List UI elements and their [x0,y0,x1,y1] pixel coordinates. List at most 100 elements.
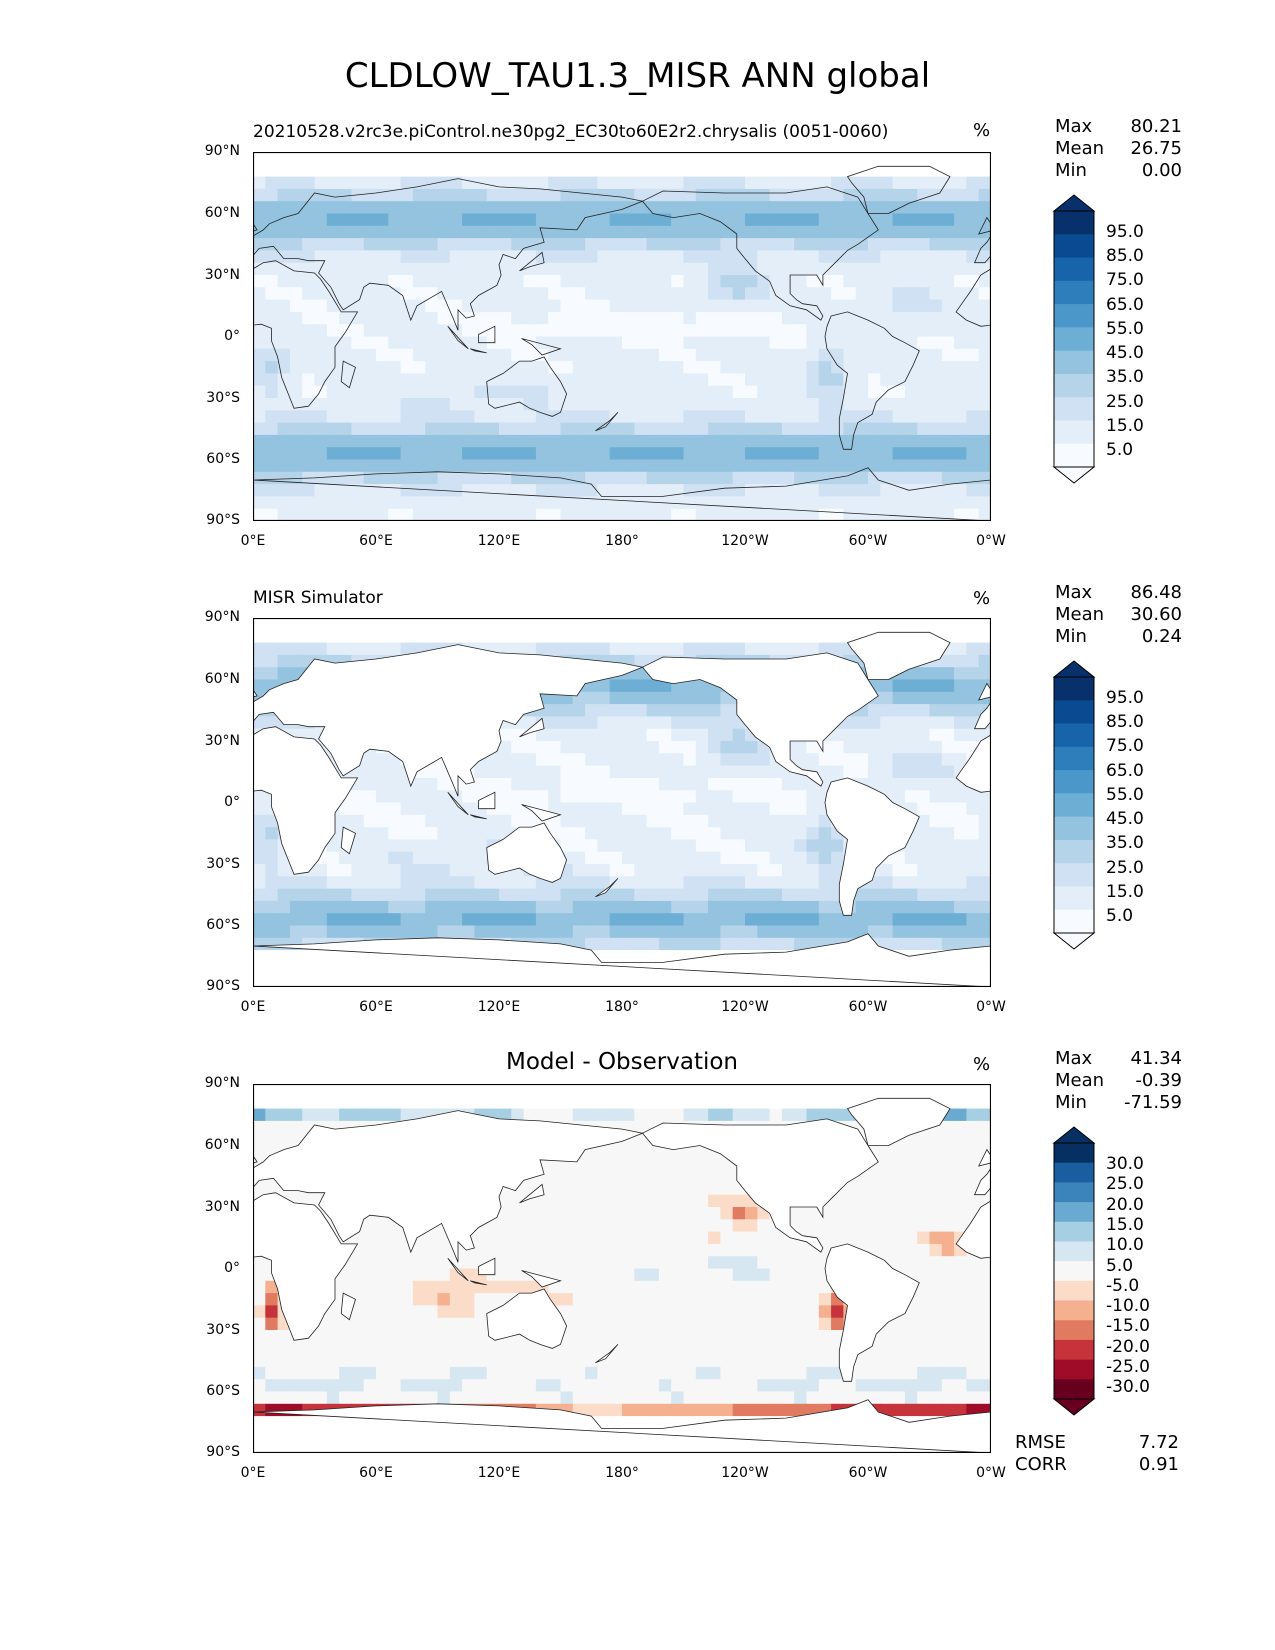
heatmap-cell [499,434,512,448]
heatmap-cell [634,679,648,693]
heatmap-cell [499,618,512,631]
heatmap-cell [277,447,291,461]
heatmap-cell [683,900,697,914]
heatmap-cell [880,1194,894,1208]
heatmap-cell [388,1293,402,1306]
heatmap-cell [954,753,967,767]
heatmap-cell [868,434,881,448]
heatmap-cell [548,716,562,730]
heatmap-cell [499,213,512,227]
heatmap-cell [302,311,316,325]
heatmap-cell [511,974,525,987]
heatmap-cell [708,753,721,767]
heatmap-cell [425,459,439,473]
heatmap-cell [732,765,746,779]
heatmap-cell [646,164,660,178]
x-tick-label: 120°E [477,999,521,1015]
heatmap-cell [671,1108,685,1122]
heatmap-cell [462,225,475,239]
heatmap-cell [363,176,377,190]
heatmap-cell [720,876,734,890]
heatmap-cell [425,398,439,411]
heatmap-cell [683,839,697,853]
heatmap-cell [585,642,598,656]
heatmap-cell [351,1108,365,1122]
heatmap-cell [818,1317,832,1331]
heatmap-cell [572,152,586,165]
heatmap-cell [757,398,771,411]
heatmap-cell [683,802,697,816]
heatmap-cell [954,225,967,239]
heatmap-cell [966,1133,980,1147]
heatmap-cell [302,225,316,239]
heatmap-cell [289,373,303,387]
heatmap-cell [720,188,734,202]
heatmap-cell [535,385,549,399]
heatmap-cell [622,1170,635,1183]
heatmap-cell [523,348,537,362]
heatmap-cell [622,176,635,190]
heatmap-cell [511,765,525,779]
heatmap-cell [745,1293,758,1306]
heatmap-cell [966,876,980,890]
heatmap-cell [289,876,303,890]
heatmap-cell [400,962,414,976]
colorbar-tick-label: 35.0 [1106,367,1144,387]
heatmap-cell [499,1194,512,1208]
heatmap-cell [474,618,488,631]
heatmap-cell [572,361,586,374]
heatmap-cell [917,348,931,362]
heatmap-cell [572,238,586,251]
heatmap-cell [720,864,734,877]
heatmap-cell [781,974,795,987]
heatmap-cell [253,373,266,387]
heatmap-cell [781,777,795,791]
heatmap-cell [720,1268,734,1282]
heatmap-cell [732,790,746,804]
heatmap-cell [695,790,709,804]
heatmap-cell [683,1231,697,1245]
heatmap-cell [732,1280,746,1294]
heatmap-cell [535,422,549,436]
heatmap-cell [917,618,931,631]
heatmap-cell [794,827,808,840]
heatmap-cell [462,1305,475,1319]
heatmap-cell [671,900,685,914]
heatmap-cell [806,851,820,865]
heatmap-cell [499,642,512,656]
heatmap-cell [388,447,402,461]
heatmap-cell [683,250,697,264]
heatmap-cell [745,188,758,202]
heatmap-cell [585,201,598,215]
heatmap-cell [400,447,414,461]
heatmap-cell [658,1256,672,1270]
heatmap-cell [720,250,734,264]
colorbar-segment [1054,746,1094,771]
heatmap-cell [880,398,894,411]
heatmap-cell [745,900,758,914]
heatmap-cell [437,262,451,276]
heatmap-cell [572,741,586,754]
colorbar-tick-label: 55.0 [1106,785,1144,805]
heatmap-cell [277,385,291,399]
heatmap-cell [376,962,389,976]
heatmap-cell [474,851,488,865]
heatmap-cell [499,275,512,288]
heatmap-cell [486,459,500,473]
heatmap-cell [302,642,316,656]
heatmap-cell [277,508,291,521]
heatmap-cell [535,913,549,927]
heatmap-cell [708,1293,721,1306]
heatmap-cell [265,900,279,914]
heatmap-cell [708,1096,721,1110]
heatmap-cell [486,814,500,828]
heatmap-cell [904,925,918,939]
heatmap-cell [425,1293,439,1306]
heatmap-cell [265,508,279,521]
heatmap-cell [646,1207,660,1220]
heatmap-cell [388,275,402,288]
heatmap-cell [535,962,549,976]
heatmap-cell [412,1256,426,1270]
heatmap-cell [560,287,574,301]
heatmap-cell [277,1108,291,1122]
